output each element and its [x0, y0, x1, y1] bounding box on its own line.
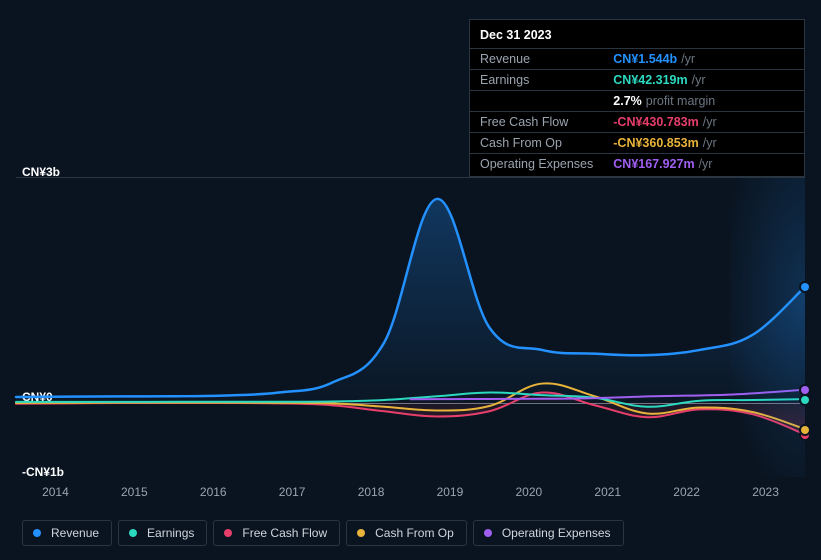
tooltip-row: RevenueCN¥1.544b/yr — [470, 49, 804, 70]
legend: Revenue Earnings Free Cash Flow Cash From O… — [22, 520, 624, 546]
tooltip-row-label — [470, 91, 603, 112]
plot-svg — [16, 178, 805, 477]
tooltip-row-value: 2.7%profit margin — [603, 91, 804, 112]
tooltip-row-value: CN¥167.927m/yr — [603, 154, 804, 175]
tooltip-row-label: Free Cash Flow — [470, 112, 603, 133]
legend-item-earnings[interactable]: Earnings — [118, 520, 207, 546]
plot-area — [16, 177, 805, 477]
legend-item-fcf[interactable]: Free Cash Flow — [213, 520, 340, 546]
legend-label: Operating Expenses — [502, 526, 611, 540]
xaxis-label: 2023 — [752, 485, 779, 499]
tooltip-row-label: Operating Expenses — [470, 154, 603, 175]
xaxis-label: 2018 — [358, 485, 385, 499]
legend-swatch — [224, 529, 232, 537]
xaxis-label: 2022 — [673, 485, 700, 499]
tooltip-table: RevenueCN¥1.544b/yrEarningsCN¥42.319m/yr… — [470, 48, 804, 174]
xaxis-label: 2019 — [437, 485, 464, 499]
tooltip-row: 2.7%profit margin — [470, 91, 804, 112]
legend-swatch — [484, 529, 492, 537]
cfo-end-point — [801, 426, 809, 434]
chart-tooltip: Dec 31 2023 RevenueCN¥1.544b/yrEarningsC… — [469, 19, 805, 177]
legend-label: Free Cash Flow — [242, 526, 327, 540]
legend-item-opex[interactable]: Operating Expenses — [473, 520, 624, 546]
tooltip-row-label: Revenue — [470, 49, 603, 70]
financials-chart: Dec 31 2023 RevenueCN¥1.544b/yrEarningsC… — [0, 0, 821, 560]
opex-end-point — [801, 386, 809, 394]
xaxis-label: 2021 — [594, 485, 621, 499]
legend-label: Earnings — [147, 526, 194, 540]
tooltip-row: Free Cash Flow-CN¥430.783m/yr — [470, 112, 804, 133]
revenue-end-point — [801, 283, 809, 291]
tooltip-row-label: Earnings — [470, 70, 603, 91]
tooltip-row: EarningsCN¥42.319m/yr — [470, 70, 804, 91]
xaxis-label: 2020 — [515, 485, 542, 499]
tooltip-row-value: CN¥42.319m/yr — [603, 70, 804, 91]
legend-label: Revenue — [51, 526, 99, 540]
tooltip-row-label: Cash From Op — [470, 133, 603, 154]
revenue-area — [16, 199, 805, 402]
xaxis-label: 2016 — [200, 485, 227, 499]
tooltip-date: Dec 31 2023 — [470, 26, 804, 48]
tooltip-row-value: -CN¥360.853m/yr — [603, 133, 804, 154]
legend-item-revenue[interactable]: Revenue — [22, 520, 112, 546]
tooltip-row-value: CN¥1.544b/yr — [603, 49, 804, 70]
legend-item-cfo[interactable]: Cash From Op — [346, 520, 467, 546]
xaxis-label: 2015 — [121, 485, 148, 499]
xaxis-label: 2017 — [279, 485, 306, 499]
earnings-end-point — [801, 396, 809, 404]
xaxis-label: 2014 — [42, 485, 69, 499]
legend-swatch — [357, 529, 365, 537]
legend-label: Cash From Op — [375, 526, 454, 540]
legend-swatch — [129, 529, 137, 537]
tooltip-row: Operating ExpensesCN¥167.927m/yr — [470, 154, 804, 175]
tooltip-row: Cash From Op-CN¥360.853m/yr — [470, 133, 804, 154]
legend-swatch — [33, 529, 41, 537]
tooltip-row-value: -CN¥430.783m/yr — [603, 112, 804, 133]
